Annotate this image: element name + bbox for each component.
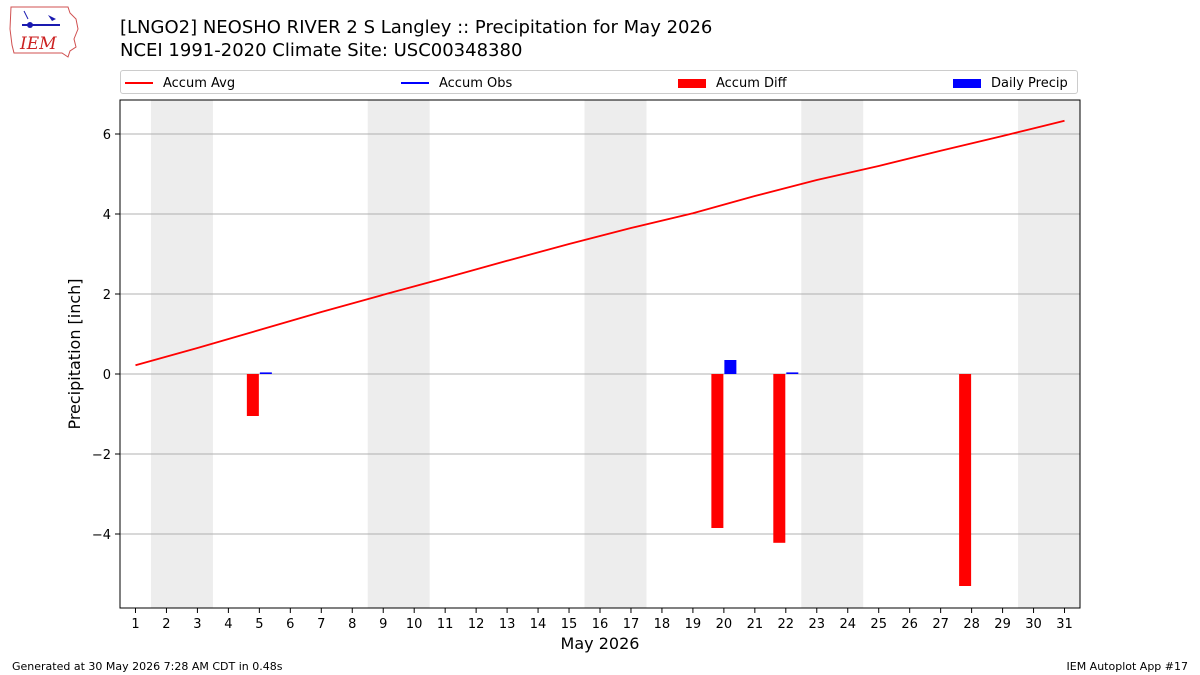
daily-precip-bar-day-22 bbox=[786, 372, 799, 374]
x-tick-label-10: 10 bbox=[406, 617, 423, 632]
x-axis-label: May 2026 bbox=[561, 634, 640, 653]
legend-item-accum-diff: Accum Diff bbox=[678, 74, 787, 92]
legend-item-daily-precip: Daily Precip bbox=[953, 74, 1068, 92]
accum-avg-line bbox=[135, 119, 1065, 367]
x-tick-label-8: 8 bbox=[348, 617, 356, 632]
chart-title: [LNGO2] NEOSHO RIVER 2 S Langley :: Prec… bbox=[120, 17, 713, 38]
weekend-band-2 bbox=[584, 100, 647, 608]
x-tick-label-25: 25 bbox=[870, 617, 887, 632]
x-tick-label-29: 29 bbox=[994, 617, 1011, 632]
accum-diff-bar-day-20 bbox=[711, 374, 724, 528]
weekend-band-3 bbox=[801, 100, 864, 608]
legend-label-accum-obs: Accum Obs bbox=[439, 75, 513, 91]
legend-item-accum-obs: Accum Obs bbox=[401, 74, 512, 92]
weekend-band-0 bbox=[150, 100, 213, 608]
y-tick-label--4: −4 bbox=[92, 528, 111, 543]
y-tick-label-2: 2 bbox=[103, 288, 111, 303]
accum-diff-bar-day-28 bbox=[959, 374, 972, 586]
x-tick-label-17: 17 bbox=[623, 617, 640, 632]
x-tick-label-21: 21 bbox=[747, 617, 764, 632]
autoplot-app-label: IEM Autoplot App #17 bbox=[1066, 660, 1189, 673]
daily-precip-bar-day-5 bbox=[259, 372, 272, 374]
x-tick-label-14: 14 bbox=[530, 617, 547, 632]
y-tick-label-4: 4 bbox=[103, 208, 111, 223]
x-tick-label-16: 16 bbox=[592, 617, 609, 632]
weekend-band-4 bbox=[1018, 100, 1080, 608]
legend-swatch-daily-precip bbox=[953, 78, 981, 88]
x-tick-label-11: 11 bbox=[437, 617, 454, 632]
legend-item-accum-avg: Accum Avg bbox=[125, 74, 235, 92]
x-tick-label-24: 24 bbox=[839, 617, 856, 632]
legend-label-accum-diff: Accum Diff bbox=[716, 75, 787, 91]
daily-precip-bar-day-20 bbox=[724, 360, 737, 374]
x-tick-label-3: 3 bbox=[193, 617, 201, 632]
x-tick-label-27: 27 bbox=[932, 617, 949, 632]
chart-subtitle: NCEI 1991-2020 Climate Site: USC00348380 bbox=[120, 40, 523, 61]
weekend-band-1 bbox=[367, 100, 430, 608]
generated-timestamp: Generated at 30 May 2026 7:28 AM CDT in … bbox=[12, 660, 283, 673]
accum-diff-bar-day-22 bbox=[773, 374, 786, 543]
legend-swatch-accum-avg bbox=[125, 82, 153, 84]
chart-legend: Accum Avg Accum Obs Accum Diff Daily Pre… bbox=[120, 70, 1078, 94]
legend-swatch-accum-diff bbox=[678, 78, 706, 88]
y-axis-label: Precipitation [inch] bbox=[65, 278, 84, 429]
x-tick-label-31: 31 bbox=[1056, 617, 1073, 632]
x-tick-label-6: 6 bbox=[286, 617, 294, 632]
plot-frame bbox=[119, 99, 1081, 609]
legend-label-daily-precip: Daily Precip bbox=[991, 75, 1068, 91]
x-tick-label-2: 2 bbox=[162, 617, 170, 632]
accum-diff-bar-day-5 bbox=[246, 374, 259, 416]
y-tick-label-6: 6 bbox=[103, 128, 111, 143]
y-tick-label-0: 0 bbox=[103, 368, 111, 383]
x-tick-label-15: 15 bbox=[561, 617, 578, 632]
legend-swatch-accum-obs bbox=[401, 82, 429, 84]
x-tick-label-12: 12 bbox=[468, 617, 485, 632]
x-tick-label-1: 1 bbox=[131, 617, 139, 632]
x-tick-label-18: 18 bbox=[654, 617, 671, 632]
x-tick-label-7: 7 bbox=[317, 617, 325, 632]
x-tick-label-30: 30 bbox=[1025, 617, 1042, 632]
iem-logo: IEM bbox=[9, 6, 79, 58]
x-tick-label-28: 28 bbox=[963, 617, 980, 632]
y-tick-label--2: −2 bbox=[92, 448, 111, 463]
logo-text: IEM bbox=[19, 34, 57, 54]
x-tick-label-5: 5 bbox=[255, 617, 263, 632]
x-tick-label-4: 4 bbox=[224, 617, 232, 632]
x-tick-label-19: 19 bbox=[685, 617, 702, 632]
x-tick-label-22: 22 bbox=[778, 617, 795, 632]
legend-label-accum-avg: Accum Avg bbox=[163, 75, 236, 91]
x-tick-label-23: 23 bbox=[809, 617, 826, 632]
x-tick-label-13: 13 bbox=[499, 617, 516, 632]
x-tick-label-20: 20 bbox=[716, 617, 733, 632]
x-tick-label-26: 26 bbox=[901, 617, 918, 632]
x-tick-label-9: 9 bbox=[379, 617, 387, 632]
